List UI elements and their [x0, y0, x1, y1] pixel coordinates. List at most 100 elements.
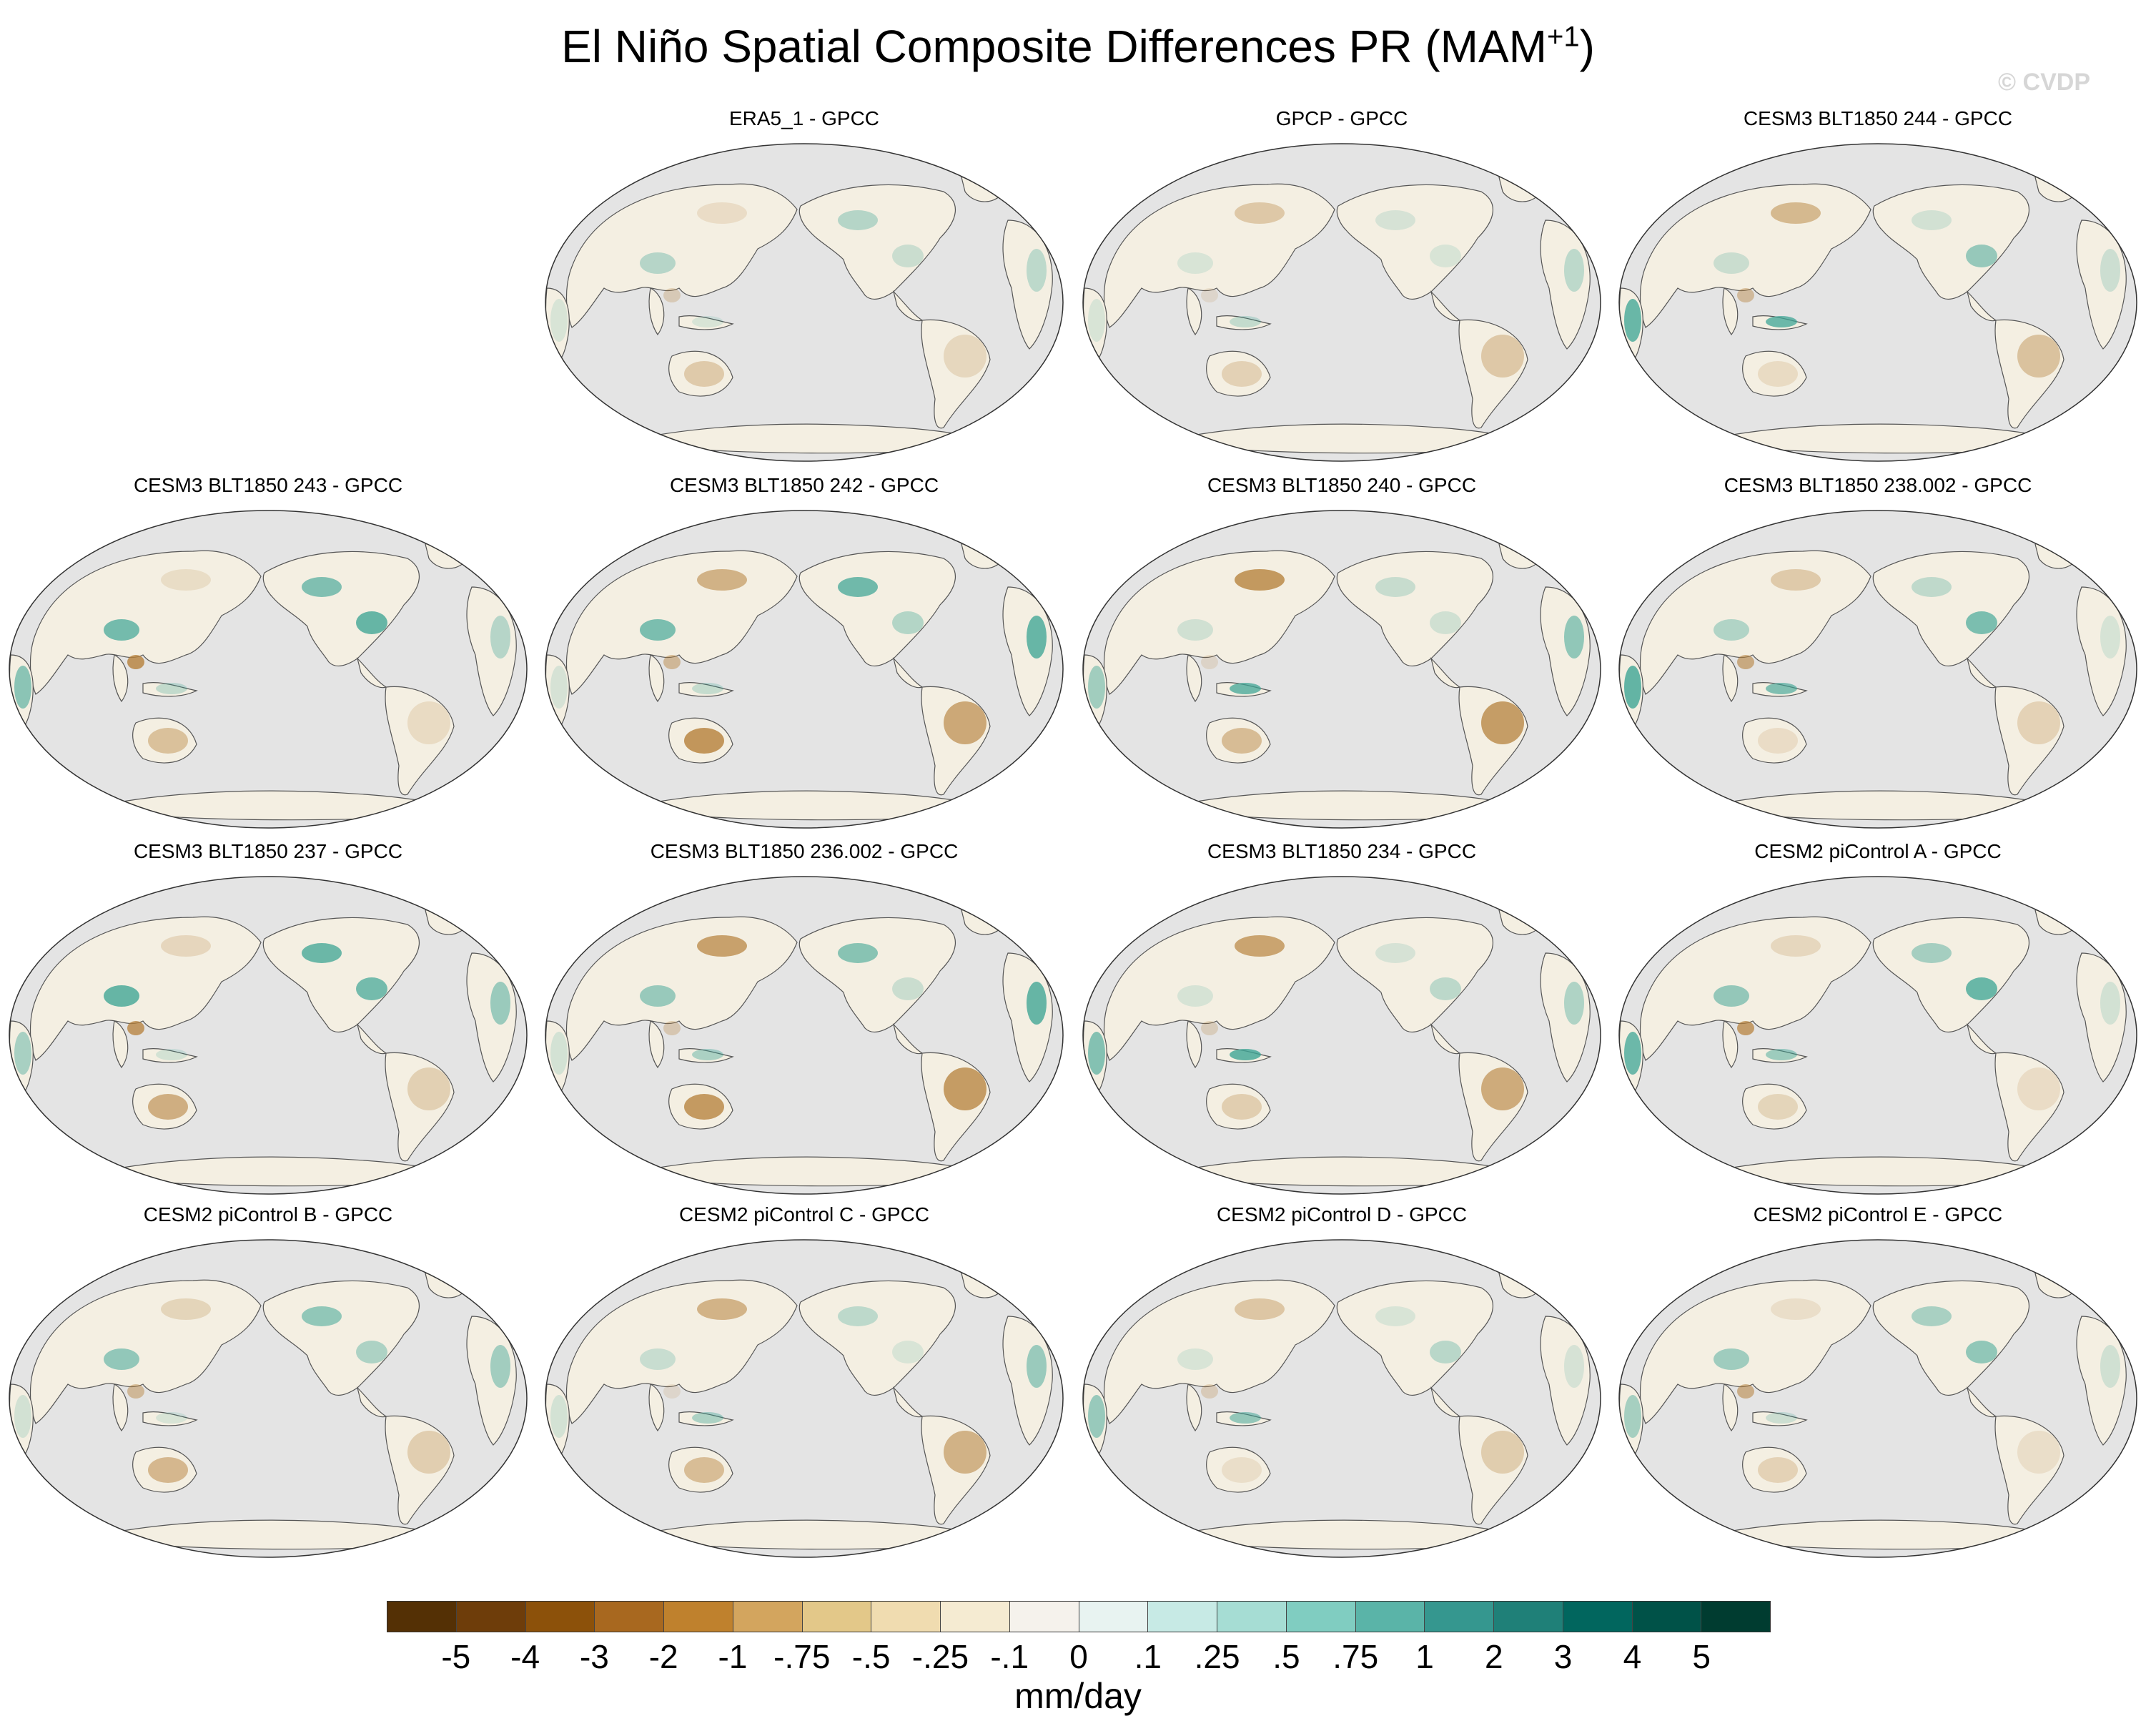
wet-anomaly — [1375, 210, 1415, 230]
map-border — [9, 876, 528, 1195]
world-map — [9, 1239, 528, 1558]
map-panel: CESM2 piControl A - GPCC — [1617, 840, 2139, 1198]
wet-anomaly — [838, 577, 878, 597]
land-masses — [1619, 543, 2127, 821]
land-outline — [565, 183, 798, 328]
dry-anomaly — [663, 288, 681, 302]
dry-anomaly — [1481, 1431, 1524, 1474]
land-outline — [385, 1052, 455, 1162]
map-border — [1082, 510, 1601, 829]
land-outline — [1994, 319, 2064, 429]
land-outline — [1540, 952, 1591, 1082]
wet-anomaly — [14, 1032, 31, 1075]
colorbar — [387, 1601, 1771, 1632]
wet-anomaly — [1714, 985, 1749, 1007]
colorbar-tick-label: .75 — [1332, 1638, 1379, 1675]
colorbar-tick-label: 1 — [1415, 1638, 1434, 1675]
wet-anomaly — [692, 683, 723, 694]
dry-anomaly — [1201, 1384, 1218, 1399]
dry-anomaly — [697, 569, 747, 591]
land-outline — [29, 550, 262, 695]
land-outline — [1206, 717, 1271, 764]
land-outline — [648, 654, 665, 703]
wet-anomaly — [1027, 249, 1047, 292]
world-map — [1618, 1239, 2137, 1558]
colorbar-box — [387, 1602, 457, 1632]
wet-anomaly — [1430, 245, 1461, 267]
wet-anomaly — [1624, 666, 1641, 709]
colorbar-labels: -5 -4 -3 -2 -1 -.75 -.5 -.25 -.1 0 .1 .25 .5 .75 1 2 3 4 5 — [387, 1637, 1771, 1675]
wet-anomaly — [892, 245, 924, 267]
dry-anomaly — [1201, 1021, 1218, 1035]
land-outline — [648, 1020, 665, 1069]
land-outline — [678, 682, 734, 697]
wet-anomaly — [838, 943, 878, 963]
map-border — [9, 510, 528, 829]
dry-anomaly — [2017, 335, 2060, 378]
land-outline — [1994, 1415, 2064, 1525]
dry-anomaly — [1771, 202, 1821, 224]
dry-anomaly — [1201, 288, 1218, 302]
wet-anomaly — [1966, 245, 1997, 267]
map-panel: CESM2 piControl E - GPCC — [1617, 1203, 2139, 1561]
colorbar-box — [1009, 1602, 1079, 1632]
dry-anomaly — [1758, 1457, 1798, 1483]
dry-anomaly — [1222, 1094, 1262, 1120]
colorbar-tick-label: .1 — [1134, 1638, 1162, 1675]
wet-anomaly — [1766, 1412, 1797, 1424]
map-panel: ERA5_1 - GPCC — [543, 107, 1065, 465]
panel-title: CESM3 BLT1850 236.002 - GPCC — [650, 840, 959, 862]
wet-anomaly — [640, 252, 676, 274]
map-border — [545, 876, 1064, 1195]
land-outline — [2076, 952, 2127, 1082]
dry-anomaly — [1201, 655, 1218, 669]
dry-anomaly — [1737, 288, 1754, 302]
land-outline — [2076, 220, 2127, 350]
wet-anomaly — [550, 666, 568, 709]
land-outline — [112, 654, 129, 703]
land-outline — [1752, 1048, 1808, 1063]
land-outline — [921, 319, 991, 429]
colorbar-box — [1079, 1602, 1149, 1632]
title-superscript: +1 — [1546, 21, 1580, 53]
panel-title: CESM3 BLT1850 243 - GPCC — [133, 474, 403, 496]
wet-anomaly — [156, 1049, 187, 1060]
wet-anomaly — [1088, 1395, 1105, 1438]
map-panel: CESM3 BLT1850 237 - GPCC — [7, 840, 529, 1198]
wet-anomaly — [1766, 1049, 1797, 1060]
map-panel: GPCP - GPCC — [1081, 107, 1603, 465]
wet-anomaly — [1027, 616, 1047, 659]
wet-anomaly — [1564, 249, 1584, 292]
map-panel: CESM3 BLT1850 234 - GPCC — [1081, 840, 1603, 1198]
colorbar-tick-label: -2 — [648, 1638, 678, 1675]
dry-anomaly — [1758, 1094, 1798, 1120]
dry-anomaly — [407, 701, 450, 744]
land-outline — [648, 287, 665, 336]
land-outline — [112, 1020, 129, 1069]
wet-anomaly — [1966, 1341, 1997, 1363]
land-outline — [142, 1048, 198, 1063]
wet-anomaly — [1966, 977, 1997, 1000]
land-outline — [1540, 1316, 1591, 1446]
dry-anomaly — [127, 655, 144, 669]
dry-anomaly — [663, 1021, 681, 1035]
wet-anomaly — [490, 982, 510, 1025]
dry-anomaly — [1737, 655, 1754, 669]
map-border — [1618, 143, 2137, 462]
colorbar-tick-label: -3 — [579, 1638, 609, 1675]
land-outline — [142, 682, 198, 697]
map-border — [1618, 1239, 2137, 1558]
colorbar-box — [733, 1602, 803, 1632]
dry-anomaly — [1222, 728, 1262, 754]
wet-anomaly — [104, 985, 139, 1007]
dry-anomaly — [407, 1067, 450, 1110]
land-outline — [2076, 1316, 2127, 1446]
world-map — [1618, 510, 2137, 829]
colorbar-box — [1701, 1602, 1770, 1632]
wet-anomaly — [1624, 1395, 1641, 1438]
map-border — [545, 510, 1064, 829]
map-panel: CESM3 BLT1850 240 - GPCC — [1081, 474, 1603, 832]
dry-anomaly — [2017, 701, 2060, 744]
wet-anomaly — [1375, 577, 1415, 597]
wet-anomaly — [104, 619, 139, 641]
